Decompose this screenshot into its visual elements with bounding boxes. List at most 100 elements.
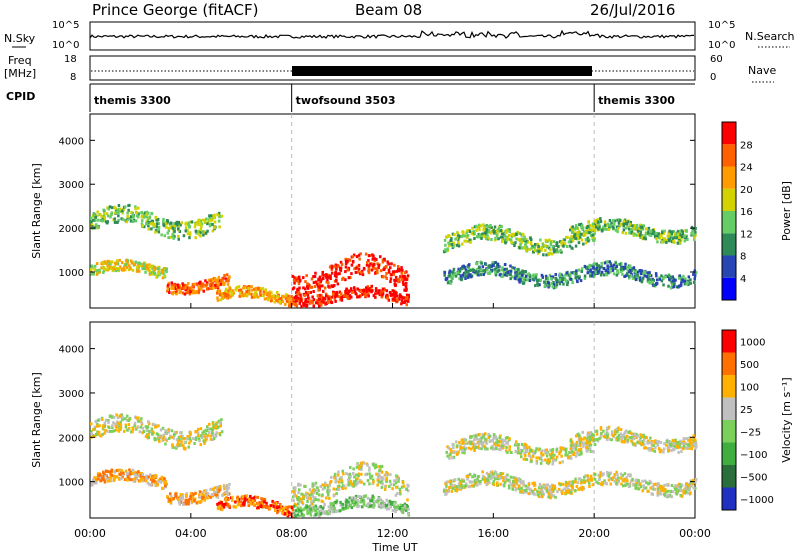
- power-scatter-cell: [465, 274, 468, 278]
- power-scatter-cell: [622, 222, 625, 226]
- velocity-scatter-cell: [334, 476, 338, 480]
- velocity-scatter-cell: [390, 501, 394, 504]
- velocity-scatter-cell: [130, 478, 133, 482]
- velocity-scatter-cell: [127, 419, 130, 423]
- power-scatter-cell: [549, 251, 552, 255]
- velocity-scatter-cell: [185, 492, 188, 496]
- velocity-scatter-cell: [584, 474, 587, 478]
- power-scatter-cell: [505, 239, 508, 243]
- velocity-scatter-cell: [547, 495, 550, 499]
- velocity-scatter-cell: [164, 437, 167, 441]
- power-scatter-cell: [568, 244, 572, 248]
- velocity-scatter-cell: [615, 470, 618, 474]
- velocity-scatter-cell: [135, 427, 138, 431]
- power-scatter-cell: [157, 227, 160, 231]
- power-scatter-cell: [390, 273, 393, 277]
- velocity-scatter-cell: [212, 487, 215, 491]
- power-scatter-cell: [329, 277, 332, 280]
- velocity-scatter-cell: [508, 437, 511, 441]
- velocity-scatter-cell: [282, 506, 286, 510]
- velocity-scatter-cell: [121, 475, 124, 479]
- velocity-scatter-cell: [120, 477, 123, 481]
- velocity-scatter-cell: [523, 451, 526, 455]
- velocity-scatter-cell: [115, 413, 118, 417]
- power-scatter-cell: [611, 266, 614, 270]
- velocity-scatter-cell: [601, 481, 604, 485]
- velocity-scatter-cell: [551, 450, 554, 454]
- power-scatter-cell: [578, 276, 581, 280]
- power-scatter-cell: [565, 279, 568, 283]
- power-scatter-cell: [508, 272, 511, 276]
- power-scatter-cell: [135, 211, 139, 215]
- power-scatter-cell: [153, 267, 157, 271]
- power-scatter-cell: [202, 233, 205, 237]
- power-scatter-cell: [278, 299, 282, 303]
- power-scatter-cell: [523, 246, 526, 250]
- velocity-scatter-cell: [502, 479, 505, 483]
- velocity-scatter-cell: [337, 470, 340, 474]
- velocity-scatter-cell: [338, 509, 341, 513]
- power-scatter-cell: [370, 268, 374, 272]
- velocity-scatter-cell: [563, 447, 566, 451]
- velocity-scatter-cell: [373, 503, 376, 507]
- velocity-scatter-cell: [670, 484, 674, 487]
- velocity-scatter-cell: [243, 496, 247, 500]
- power-scatter-cell: [312, 290, 315, 293]
- velocity-scatter-cell: [118, 477, 121, 481]
- velocity-scatter-cell: [340, 479, 343, 483]
- velocity-scatter-cell: [297, 491, 300, 495]
- velocity-scatter-cell: [297, 498, 301, 502]
- velocity-scatter-cell: [589, 443, 593, 447]
- power-scatter-cell: [186, 229, 189, 232]
- power-scatter-cell: [262, 294, 265, 298]
- velocity-scatter-cell: [653, 487, 657, 491]
- power-colorbar-tick-label: 24: [740, 163, 753, 174]
- velocity-scatter-cell: [466, 475, 469, 478]
- power-scatter-cell: [157, 265, 161, 269]
- power-scatter-cell: [453, 271, 457, 275]
- velocity-scatter-cell: [619, 472, 623, 476]
- velocity-scatter-cell: [460, 484, 464, 488]
- velocity-scatter-cell: [259, 503, 263, 507]
- power-scatter-cell: [678, 241, 681, 245]
- velocity-scatter-cell: [517, 446, 520, 450]
- velocity-scatter-cell: [389, 505, 392, 509]
- velocity-scatter-cell: [486, 447, 489, 451]
- power-scatter-cell: [379, 255, 382, 259]
- velocity-scatter-cell: [375, 465, 378, 469]
- power-scatter-cell: [321, 270, 324, 274]
- power-scatter-cell: [525, 245, 528, 249]
- power-scatter-cell: [546, 277, 550, 281]
- velocity-scatter-cell: [237, 497, 241, 501]
- power-scatter-cell: [188, 233, 192, 237]
- velocity-scatter-cell: [285, 510, 289, 514]
- velocity-scatter-cell: [369, 504, 372, 508]
- power-scatter-cell: [346, 259, 349, 263]
- power-scatter-cell: [583, 264, 587, 268]
- power-scatter-cell: [588, 231, 591, 234]
- power-scatter-cell: [451, 232, 455, 236]
- power-scatter-cell: [587, 239, 590, 243]
- power-scatter-cell: [606, 227, 609, 231]
- velocity-scatter-cell: [146, 433, 150, 437]
- velocity-scatter-cell: [473, 449, 476, 452]
- power-scatter-cell: [151, 272, 154, 275]
- velocity-scatter-cell: [468, 472, 472, 476]
- power-scatter-cell: [141, 264, 144, 268]
- velocity-scatter-cell: [133, 421, 137, 425]
- power-scatter-cell: [482, 226, 486, 229]
- power-scatter-cell: [508, 228, 511, 232]
- power-scatter-cell: [296, 276, 299, 280]
- velocity-scatter-cell: [228, 482, 231, 486]
- velocity-scatter-cell: [111, 424, 114, 428]
- velocity-scatter-cell: [101, 417, 104, 421]
- velocity-scatter-cell: [96, 423, 99, 426]
- velocity-scatter-cell: [486, 478, 490, 482]
- velocity-scatter-cell: [90, 422, 93, 426]
- power-scatter-cell: [454, 237, 457, 241]
- velocity-scatter-cell: [218, 501, 221, 505]
- power-scatter-cell: [692, 272, 695, 276]
- power-scatter-cell: [375, 258, 378, 262]
- power-scatter-cell: [139, 263, 142, 267]
- power-scatter-cell: [594, 270, 598, 274]
